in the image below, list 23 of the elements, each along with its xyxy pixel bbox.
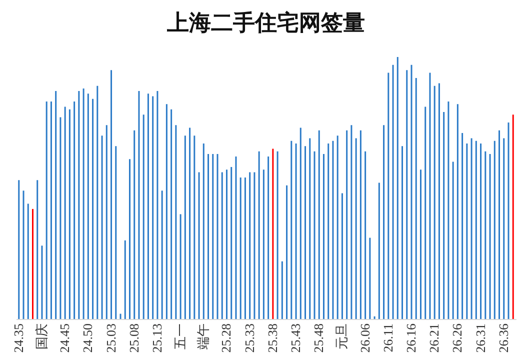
chart-title: 上海二手住宅网签量 [166,10,365,35]
x-tick-label: 26.06 [357,323,372,353]
x-tick-label: 25.43 [288,324,304,353]
x-tick-label: 25.33 [242,324,257,353]
x-tick-label: 25.38 [264,324,280,353]
x-tick-label: 25.28 [218,324,234,353]
x-tick-label: 25.08 [126,324,142,353]
x-tick-label: 五一 [172,324,188,350]
x-tick-label: 26.11 [380,324,396,352]
x-tick-label: 26.31 [472,324,488,353]
x-tick-label: 国庆 [34,324,49,350]
x-tick-label: 25.03 [103,324,118,353]
x-tick-label: 26.26 [450,323,465,353]
x-tick-label: 26.21 [426,324,442,353]
x-tick-label: 24.35 [10,324,26,353]
x-tick-label: 24.50 [80,324,96,353]
x-tick-label: 26.16 [403,323,418,353]
x-tick-label: 25.48 [311,324,326,353]
x-tick-label: 25.13 [149,324,164,353]
x-tick-label: 24.45 [57,324,72,353]
x-tick-label: 元旦 [334,324,350,350]
x-tick-label: 26.36 [496,323,511,353]
x-tick-label: 端午 [196,324,211,350]
